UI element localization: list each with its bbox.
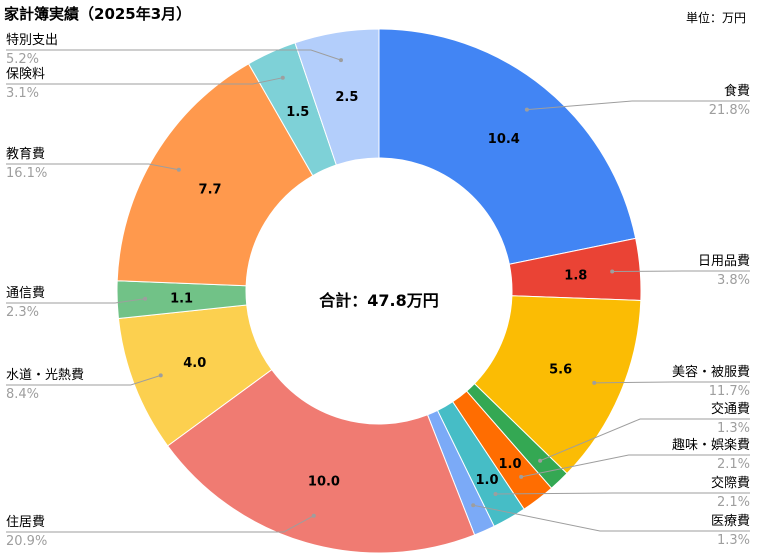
leader-line-8 [6,374,161,386]
value-label-4: 1.0 [498,457,521,472]
value-label-8: 4.0 [183,356,206,371]
percent-label-3: 1.3% [717,421,750,436]
leader-dot-12 [338,58,343,63]
category-label-9: 通信費 [6,286,45,301]
percent-label-10: 16.1% [6,166,47,181]
category-label-1: 日用品費 [698,254,750,269]
leader-lines-group [6,49,750,533]
leader-line-6 [473,504,750,532]
leader-dot-1 [610,269,615,274]
leader-dot-3 [538,458,543,463]
slice-10 [116,63,314,287]
unit-label: 単位：万円 [686,10,746,25]
leader-line-9 [6,298,146,304]
percent-label-0: 21.8% [709,103,750,118]
category-label-3: 交通費 [711,401,750,417]
slice-7 [166,368,476,554]
leader-dot-8 [158,373,163,378]
leader-line-4 [521,454,750,478]
category-label-7: 住居費 [6,515,45,530]
value-label-9: 1.1 [170,292,193,307]
leader-line-5 [495,492,750,495]
percent-label-1: 3.8% [717,273,750,288]
category-labels-group: 食費21.8%日用品費3.8%美容・被服費11.7%交通費1.3%趣味・娯楽費2… [6,33,750,549]
value-label-0: 10.4 [488,132,520,147]
category-label-10: 教育費 [6,146,45,162]
center-total-label: 合計：47.8万円 [319,291,438,310]
category-label-5: 交際費 [711,475,750,491]
value-labels-group: 10.4 1.8 5.6 1.01.0 10.0 4.0 1.1 7.7 1.5 2.5 [170,90,587,490]
category-label-4: 趣味・娯楽費 [672,437,750,453]
percent-label-11: 3.1% [6,86,39,101]
category-label-11: 保険料 [6,67,45,82]
leader-line-1 [612,270,750,273]
value-label-5: 1.0 [475,473,498,488]
value-label-1: 1.8 [564,269,587,284]
leader-dot-11 [280,75,285,80]
percent-label-4: 2.1% [717,457,750,472]
leader-dot-10 [176,167,181,172]
slices-group [116,28,642,554]
percent-label-8: 8.4% [6,387,39,402]
leader-line-7 [6,515,315,533]
leader-line-12 [6,49,342,61]
leader-dot-6 [471,503,476,508]
slice-12 [294,28,380,166]
leader-dot-5 [493,491,498,496]
category-label-12: 特別支出 [6,33,58,48]
leader-dot-4 [519,474,524,479]
value-label-10: 7.7 [199,183,222,198]
leader-line-3 [539,418,750,462]
percent-label-6: 1.3% [717,533,750,548]
value-label-11: 1.5 [286,105,309,120]
leader-line-0 [526,100,750,111]
category-label-8: 水道・光熱費 [6,368,84,383]
value-label-12: 2.5 [335,90,358,105]
percent-label-9: 2.3% [6,305,39,320]
category-label-6: 医療費 [711,514,750,529]
percent-label-2: 11.7% [709,384,750,399]
percent-label-12: 5.2% [6,52,39,67]
leader-dot-7 [311,513,316,518]
leader-line-2 [594,381,750,384]
category-label-0: 食費 [724,83,750,99]
value-label-2: 5.6 [549,363,572,378]
leader-dot-0 [524,107,529,112]
leader-line-10 [6,163,179,171]
percent-label-5: 2.1% [717,495,750,510]
category-label-2: 美容・被服費 [672,364,750,380]
leader-dot-2 [592,380,597,385]
percent-label-7: 20.9% [6,534,47,549]
value-label-7: 10.0 [308,475,340,490]
chart-title: 家計簿実績（2025年3月） [4,5,191,23]
slice-0 [378,28,637,265]
leader-line-11 [6,77,283,85]
leader-dot-9 [143,296,148,301]
